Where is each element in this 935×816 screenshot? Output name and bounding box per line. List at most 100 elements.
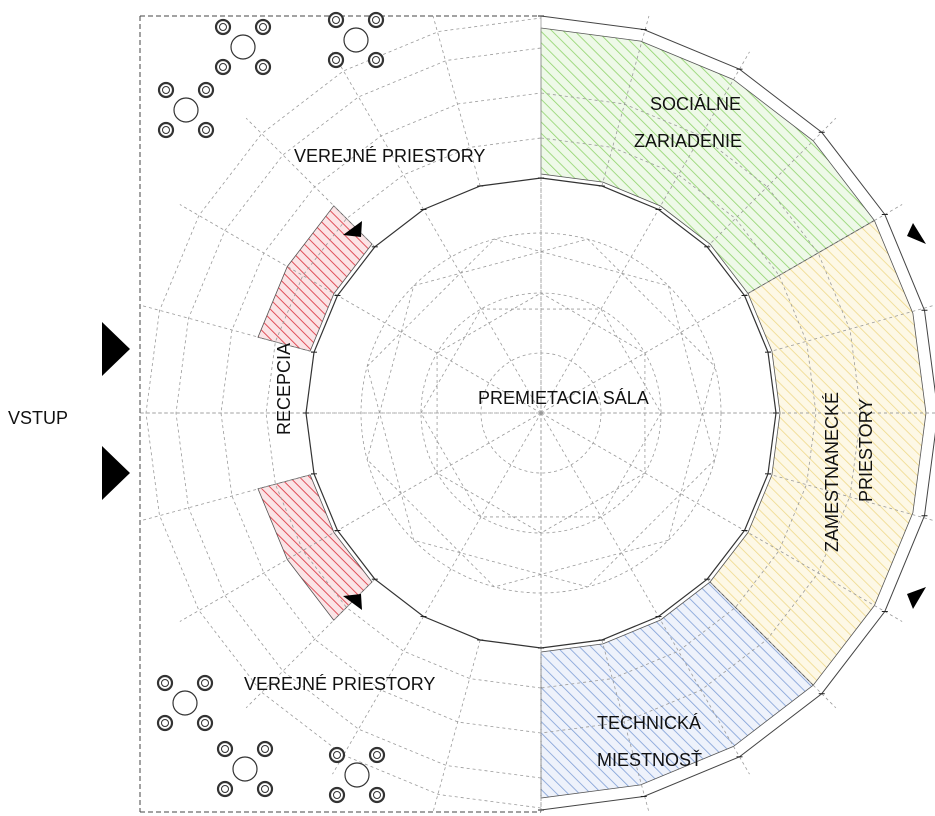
dome-chord (600, 308, 662, 414)
cafe-table (328, 746, 386, 804)
grid-radial (245, 117, 376, 248)
chair-seat (161, 679, 169, 687)
dome-chord (420, 308, 482, 414)
chair (367, 51, 385, 69)
chair (327, 51, 345, 69)
sanitary-label-line2: ZARIADENIE (634, 131, 742, 151)
chair (156, 714, 174, 732)
chair-seat (372, 56, 380, 64)
technical-label-line2: MIESTNOSŤ (597, 750, 702, 770)
direction-marker-top-left (343, 221, 362, 237)
chair-seat (261, 785, 269, 793)
table-top (173, 97, 199, 123)
chair-seat (333, 751, 341, 759)
staff-label-line2: PRIESTORY (856, 399, 876, 502)
sanitary-label-line1: SOCIÁLNE (650, 94, 741, 114)
dome-spoke (423, 412, 542, 617)
entrance-label: VSTUP (8, 408, 68, 428)
table-top (232, 756, 258, 782)
technical-label-line1: TECHNICKÁ (597, 713, 701, 733)
dome-chord (366, 459, 495, 588)
chair (327, 11, 345, 29)
chair (196, 714, 214, 732)
reception-zone-top (257, 205, 373, 352)
chair (197, 81, 215, 99)
chair-seat (221, 785, 229, 793)
table-top (343, 27, 369, 53)
chair-seat (259, 23, 267, 31)
direction-marker-bottom-left (343, 594, 362, 610)
chair (367, 11, 385, 29)
staff-label-line1: ZAMESTNANECKÉ (822, 392, 842, 552)
chair-seat (373, 791, 381, 799)
chair-seat (162, 86, 170, 94)
chair (197, 121, 215, 139)
chair-seat (259, 63, 267, 71)
cafe-table (157, 81, 215, 139)
chair (328, 746, 346, 764)
chair-seat (201, 719, 209, 727)
dome-spoke (540, 209, 659, 414)
grid-radial (767, 304, 935, 353)
grid-radial (179, 530, 338, 622)
chair (196, 674, 214, 692)
grid-radial (706, 117, 837, 248)
reception-zone-bottom (257, 474, 373, 621)
chair (256, 780, 274, 798)
chair (216, 740, 234, 758)
dome-chord (420, 412, 482, 518)
dome-chord (436, 292, 542, 354)
chair-seat (333, 791, 341, 799)
table-top (344, 762, 370, 788)
dome-chord (540, 472, 646, 534)
dome-chord (600, 412, 662, 518)
grid-radial (139, 473, 315, 522)
grid-radial (332, 51, 424, 210)
chair (214, 58, 232, 76)
dome-chord (436, 472, 542, 534)
grid-radial (767, 473, 935, 522)
chair (216, 780, 234, 798)
chair-seat (201, 679, 209, 687)
chair-seat (162, 126, 170, 134)
grid-radial (179, 204, 338, 296)
dome-spoke (540, 412, 659, 617)
chair (368, 786, 386, 804)
chair (157, 121, 175, 139)
cafe-table (156, 674, 214, 732)
public-spaces-bottom-label: VEREJNÉ PRIESTORY (244, 674, 435, 694)
chair-seat (261, 745, 269, 753)
grid-radial (744, 204, 903, 296)
table-top (230, 34, 256, 60)
direction-marker-bottom-right (907, 587, 926, 609)
dome-chord (494, 539, 669, 588)
grid-radial (332, 616, 424, 775)
grid-radial (744, 530, 903, 622)
chair (156, 674, 174, 692)
dome-spoke (540, 412, 745, 531)
dome-chord (667, 366, 716, 541)
dome-chord (413, 539, 588, 588)
chair-seat (202, 126, 210, 134)
grid-radial (432, 639, 481, 813)
dome-chord (587, 238, 716, 367)
cafe-tables (156, 11, 386, 804)
dome-chord (540, 292, 646, 354)
dome-chord (366, 285, 415, 460)
cafe-table (327, 11, 385, 69)
entrance-arrow-lower (102, 446, 130, 500)
dome-chord (366, 238, 495, 367)
chair-seat (332, 16, 340, 24)
table-top (172, 690, 198, 716)
dome-spoke (423, 209, 542, 414)
dome-chord (494, 238, 669, 287)
chair-seat (221, 745, 229, 753)
chair (368, 746, 386, 764)
reception-label: RECEPCIA (274, 343, 294, 435)
entrance-arrow-upper (102, 322, 130, 376)
chair (214, 18, 232, 36)
chair-seat (202, 86, 210, 94)
chair-seat (332, 56, 340, 64)
dome-chord (667, 285, 716, 460)
grid-radial (658, 616, 750, 775)
